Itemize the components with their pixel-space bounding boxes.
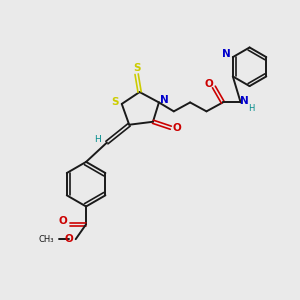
Text: CH₃: CH₃	[38, 235, 54, 244]
Text: H: H	[94, 135, 101, 144]
Text: O: O	[65, 234, 74, 244]
Text: S: S	[133, 63, 140, 73]
Text: O: O	[59, 216, 68, 226]
Text: O: O	[173, 123, 182, 133]
Text: N: N	[240, 96, 249, 106]
Text: H: H	[248, 104, 254, 113]
Text: S: S	[112, 97, 119, 106]
Text: N: N	[160, 95, 169, 105]
Text: N: N	[222, 49, 231, 58]
Text: O: O	[204, 79, 213, 89]
